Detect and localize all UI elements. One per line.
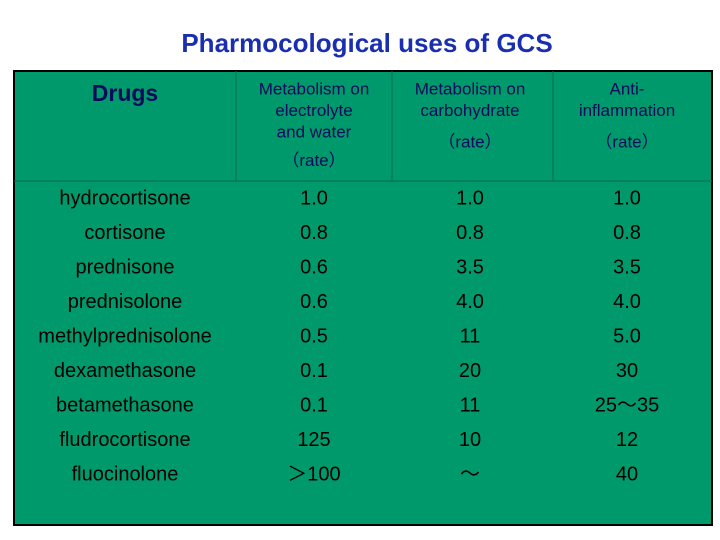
rate-cell: 25～35	[595, 394, 660, 416]
header-cell: Anti-	[610, 79, 645, 98]
rate-cell: 125	[297, 429, 330, 451]
rate-cell: 10	[459, 429, 481, 451]
rate-cell: 1.0	[613, 187, 641, 209]
rate-cell: 4.0	[613, 291, 641, 313]
rate-cell: 0.1	[300, 360, 328, 382]
header-cell: Metabolism on	[259, 79, 370, 98]
rate-cell: 12	[616, 429, 638, 451]
rate-cell: ～	[460, 463, 480, 485]
header-cell: （rate）	[595, 132, 658, 151]
drug-name: dexamethasone	[54, 360, 196, 382]
rate-cell: 1.0	[456, 187, 484, 209]
rate-cell: 0.8	[456, 222, 484, 244]
drug-name: fludrocortisone	[59, 429, 190, 451]
rate-cell: 1.0	[300, 187, 328, 209]
rate-cell: 11	[460, 325, 481, 347]
header-cell: Metabolism on	[415, 79, 526, 98]
header-cell: （rate）	[282, 151, 345, 170]
drug-name: fluocinolone	[72, 463, 179, 485]
header-cell: Drugs	[92, 80, 158, 106]
header-cell: electrolyte	[275, 101, 352, 120]
rate-cell: 5.0	[613, 325, 641, 347]
rate-cell: 11	[460, 394, 481, 416]
rate-cell: 3.5	[456, 256, 484, 278]
rate-cell: 40	[616, 463, 638, 485]
rate-cell: 3.5	[613, 256, 641, 278]
rate-cell: 0.6	[300, 256, 328, 278]
header-cell: inflammation	[579, 101, 675, 120]
slide-title: Pharmocological uses of GCS	[181, 28, 552, 58]
rate-cell: 0.6	[300, 291, 328, 313]
drug-name: cortisone	[84, 222, 165, 244]
header-cell: and water	[277, 122, 352, 141]
rate-cell: 20	[459, 360, 481, 382]
header-cell: carbohydrate	[420, 101, 519, 120]
rate-cell: 0.5	[300, 325, 328, 347]
rate-cell: 0.8	[300, 222, 328, 244]
drug-name: prednisolone	[68, 291, 183, 313]
rate-cell: ＞100	[287, 463, 340, 485]
rate-cell: 4.0	[456, 291, 484, 313]
drug-name: betamethasone	[56, 394, 194, 416]
drug-name: hydrocortisone	[59, 187, 190, 209]
rate-cell: 30	[616, 360, 638, 382]
rate-cell: 0.8	[613, 222, 641, 244]
drug-name: methylprednisolone	[38, 325, 211, 347]
table-box	[13, 70, 713, 526]
drug-name: prednisone	[76, 256, 175, 278]
header-cell: （rate）	[438, 132, 501, 151]
rate-cell: 0.1	[300, 394, 328, 416]
